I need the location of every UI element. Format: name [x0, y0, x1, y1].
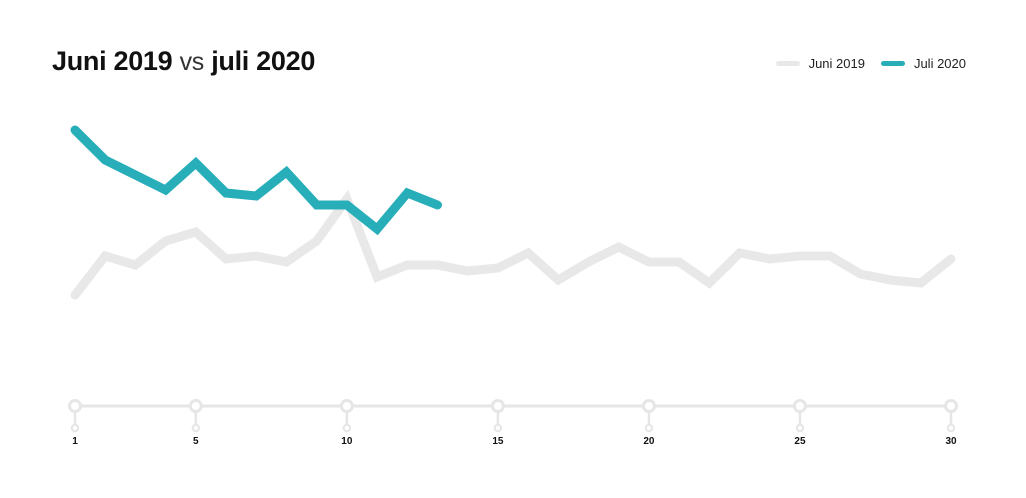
- x-tick-label-10: 10: [341, 436, 353, 447]
- chart-title: Juni 2019 vs juli 2020: [52, 46, 315, 77]
- title-juni-2019: Juni 2019: [52, 46, 173, 76]
- x-tick-marker-20: [641, 399, 656, 413]
- x-tick-dot-5: [191, 423, 201, 433]
- x-tick-dot-30: [946, 423, 956, 433]
- legend-item-juni-2019: Juni 2019: [775, 56, 865, 71]
- series-line-juni-2019: [70, 189, 956, 300]
- series-line-juli-2020: [70, 125, 442, 236]
- x-tick-label-25: 25: [794, 436, 806, 447]
- legend-swatch-juli-2020: [880, 61, 905, 66]
- legend-swatch-juni-2019: [775, 61, 800, 66]
- legend-label-juli-2020: Juli 2020: [913, 56, 966, 71]
- x-tick-marker-10: [339, 399, 354, 413]
- x-tick-dot-1: [70, 423, 80, 433]
- x-tick-marker-30: [944, 399, 958, 413]
- title-juli-2020: juli 2020: [211, 46, 316, 76]
- x-tick-marker-1: [68, 399, 82, 413]
- x-tick-label-5: 5: [193, 436, 199, 447]
- x-tick-label-15: 15: [492, 436, 504, 447]
- x-tick-dot-25: [795, 423, 805, 433]
- x-tick-marker-25: [792, 399, 807, 413]
- x-tick-dot-10: [342, 423, 352, 433]
- x-tick-dot-20: [644, 423, 654, 433]
- chart-legend: Juni 2019 Juli 2020: [775, 56, 966, 71]
- x-tick-label-30: 30: [945, 436, 957, 447]
- legend-item-juli-2020: Juli 2020: [880, 56, 966, 71]
- legend-label-juni-2019: Juni 2019: [808, 56, 865, 71]
- x-tick-label-1: 1: [72, 436, 78, 447]
- x-tick-marker-15: [490, 399, 505, 413]
- x-tick-label-20: 20: [643, 436, 655, 447]
- title-vs: vs: [179, 48, 205, 76]
- x-tick-dot-15: [493, 423, 503, 433]
- x-tick-marker-5: [188, 399, 203, 413]
